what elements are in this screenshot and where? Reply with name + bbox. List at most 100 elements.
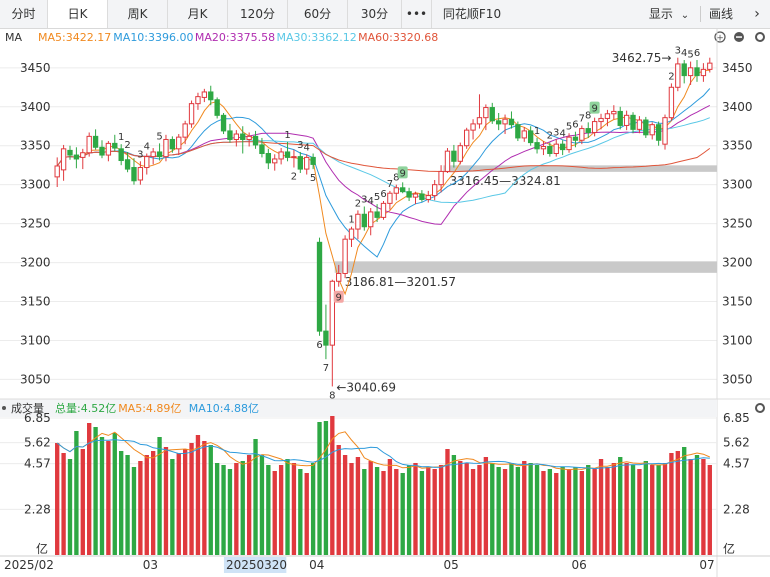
x-axis-date-label: 04 <box>309 558 324 572</box>
price-tick-label-right: 3300 <box>722 178 753 192</box>
more-menu-icon[interactable]: ••• <box>402 0 432 28</box>
volume-bar <box>285 459 290 555</box>
price-tick-label-right: 3050 <box>722 372 753 386</box>
support-zone-label: 3186.81—3201.57 <box>345 275 456 289</box>
volume-bar <box>579 471 585 555</box>
add-icon-glyph: + <box>716 34 724 44</box>
tab-60min[interactable]: 60分 <box>288 0 348 28</box>
volume-bar <box>419 471 425 555</box>
td-count-label: 5 <box>156 131 162 142</box>
volume-bar <box>202 441 207 555</box>
tab-30min[interactable]: 30分 <box>348 0 402 28</box>
ma-legend-item: MA30:3362.12 <box>277 31 357 44</box>
td-count-label: 1 <box>118 132 124 143</box>
candle-body <box>73 154 80 160</box>
divider <box>700 6 701 22</box>
support-zone-band <box>334 261 717 273</box>
price-tick-label-left: 3250 <box>20 217 51 231</box>
ma-legend-item: MA10:3396.00 <box>113 31 193 44</box>
volume-bar <box>214 463 220 555</box>
candle-body <box>227 130 233 140</box>
volume-bar <box>144 455 149 555</box>
candle-body <box>655 124 662 141</box>
td-count-label: 4 <box>681 48 687 59</box>
tab-120min[interactable]: 120分 <box>228 0 288 28</box>
candle-body <box>131 167 137 182</box>
candle-body <box>412 193 419 198</box>
tab-monthly-k[interactable]: 月K <box>168 0 228 28</box>
candle-body <box>342 238 348 274</box>
volume-bar <box>330 416 335 555</box>
volume-bar <box>547 469 553 555</box>
td-count-label: 3 <box>137 149 143 160</box>
candle-body <box>662 117 668 145</box>
volume-bar <box>150 451 156 555</box>
display-dropdown[interactable]: 显示 ⌄ <box>640 0 698 28</box>
volume-bar <box>554 473 559 555</box>
td-count-label: 1 <box>348 215 354 226</box>
volume-bar <box>656 465 661 555</box>
support-zone-label: 3316.45—3324.81 <box>449 174 560 188</box>
volume-bar <box>650 465 655 555</box>
candle-body <box>208 91 214 101</box>
candle-body <box>304 156 310 170</box>
candle-body <box>80 152 86 158</box>
candle-body <box>636 119 643 130</box>
volume-bar <box>138 461 143 555</box>
td-count-label: 2 <box>668 71 674 82</box>
volume-legend-item: MA5:4.89亿 <box>118 402 181 415</box>
volume-tick-label-left: 5.62 <box>24 436 51 450</box>
tab-daily-k[interactable]: 日K <box>48 0 108 28</box>
price-tick-label-right: 3100 <box>722 333 753 347</box>
candle-body <box>463 129 470 147</box>
volume-bar <box>93 427 98 555</box>
volume-bar <box>707 465 712 555</box>
volume-bar <box>509 463 514 555</box>
volume-bar <box>534 465 540 555</box>
candle-body <box>681 63 687 77</box>
tab-time-sharing[interactable]: 分时 <box>0 0 48 28</box>
volume-bar <box>298 469 303 555</box>
candle-body <box>470 123 476 131</box>
volume-bar <box>470 469 476 555</box>
candle-body <box>675 63 681 88</box>
td-count-label: 1 <box>534 126 540 137</box>
add-indicator-icon[interactable] <box>714 31 726 43</box>
volume-bar <box>394 469 399 555</box>
price-tick-label-left: 3200 <box>20 256 51 270</box>
candle-body <box>489 107 495 122</box>
tab-f10[interactable]: 同花顺F10 <box>442 7 502 21</box>
candle-body <box>547 145 553 155</box>
volume-tick-label-right: 2.28 <box>723 502 750 516</box>
expand-icon[interactable]: › <box>754 6 760 22</box>
price-tick-label-left: 3100 <box>20 333 51 347</box>
tab-weekly-k[interactable]: 周K <box>108 0 168 28</box>
candle-body <box>246 135 252 140</box>
candle-body <box>240 133 246 140</box>
candle-body <box>521 130 527 139</box>
x-axis-date-label: 2025/02 <box>4 558 54 572</box>
volume-bar <box>522 461 527 555</box>
volume-bar <box>694 455 700 555</box>
volume-tick-label-right: 5.62 <box>723 436 750 450</box>
volume-bar <box>67 459 73 555</box>
volume-gear-icon[interactable] <box>755 403 765 413</box>
volume-bar <box>227 469 233 555</box>
volume-bar <box>234 463 239 555</box>
volume-bar <box>221 465 226 555</box>
volume-bar <box>55 443 60 555</box>
td-count-label: 2 <box>547 131 553 142</box>
volume-bar <box>99 437 105 555</box>
draw-line-button[interactable]: 画线 <box>708 7 733 21</box>
price-tick-label-left: 3300 <box>20 178 51 192</box>
volume-bar <box>323 421 329 555</box>
td-count-label: 4 <box>559 128 565 139</box>
candle-body <box>572 136 579 141</box>
candle-body <box>540 145 547 150</box>
td-count-label: 3 <box>553 127 559 138</box>
gear-icon[interactable] <box>755 32 765 42</box>
td-count-label: 5 <box>566 121 572 132</box>
ma-legend-item: MA5:3422.17 <box>38 31 111 44</box>
candle-body <box>188 103 195 125</box>
